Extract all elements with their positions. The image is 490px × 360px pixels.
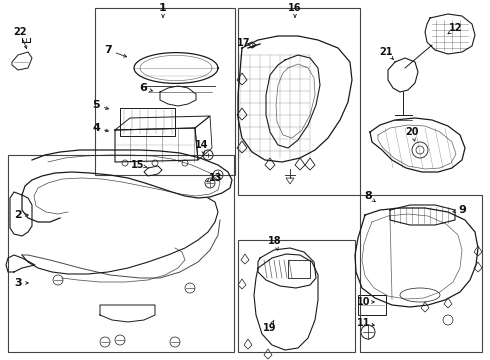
Bar xyxy=(8,155,234,352)
Text: 13: 13 xyxy=(209,173,223,183)
Text: 22: 22 xyxy=(13,27,27,37)
Text: 8: 8 xyxy=(364,191,372,201)
Text: 9: 9 xyxy=(458,205,466,215)
Text: 4: 4 xyxy=(92,123,100,133)
Text: 21: 21 xyxy=(379,47,393,57)
Bar xyxy=(288,260,310,278)
Bar xyxy=(120,108,175,136)
Text: 11: 11 xyxy=(357,318,371,328)
Text: 19: 19 xyxy=(263,323,277,333)
Bar xyxy=(95,8,235,175)
Text: 7: 7 xyxy=(104,45,112,55)
Text: 15: 15 xyxy=(131,160,145,170)
Text: 10: 10 xyxy=(357,297,371,307)
Text: 5: 5 xyxy=(92,100,100,110)
Text: 14: 14 xyxy=(195,140,209,150)
Bar xyxy=(238,8,360,195)
Text: 18: 18 xyxy=(268,236,282,246)
Text: 17: 17 xyxy=(237,38,251,48)
Text: 16: 16 xyxy=(288,3,302,13)
Text: 6: 6 xyxy=(139,83,147,93)
Text: 3: 3 xyxy=(14,278,22,288)
Text: 20: 20 xyxy=(405,127,419,137)
Text: 2: 2 xyxy=(14,210,22,220)
Bar xyxy=(360,195,482,352)
Bar xyxy=(358,295,386,315)
Text: 1: 1 xyxy=(159,3,167,13)
Bar xyxy=(238,240,355,352)
Text: 12: 12 xyxy=(449,23,463,33)
